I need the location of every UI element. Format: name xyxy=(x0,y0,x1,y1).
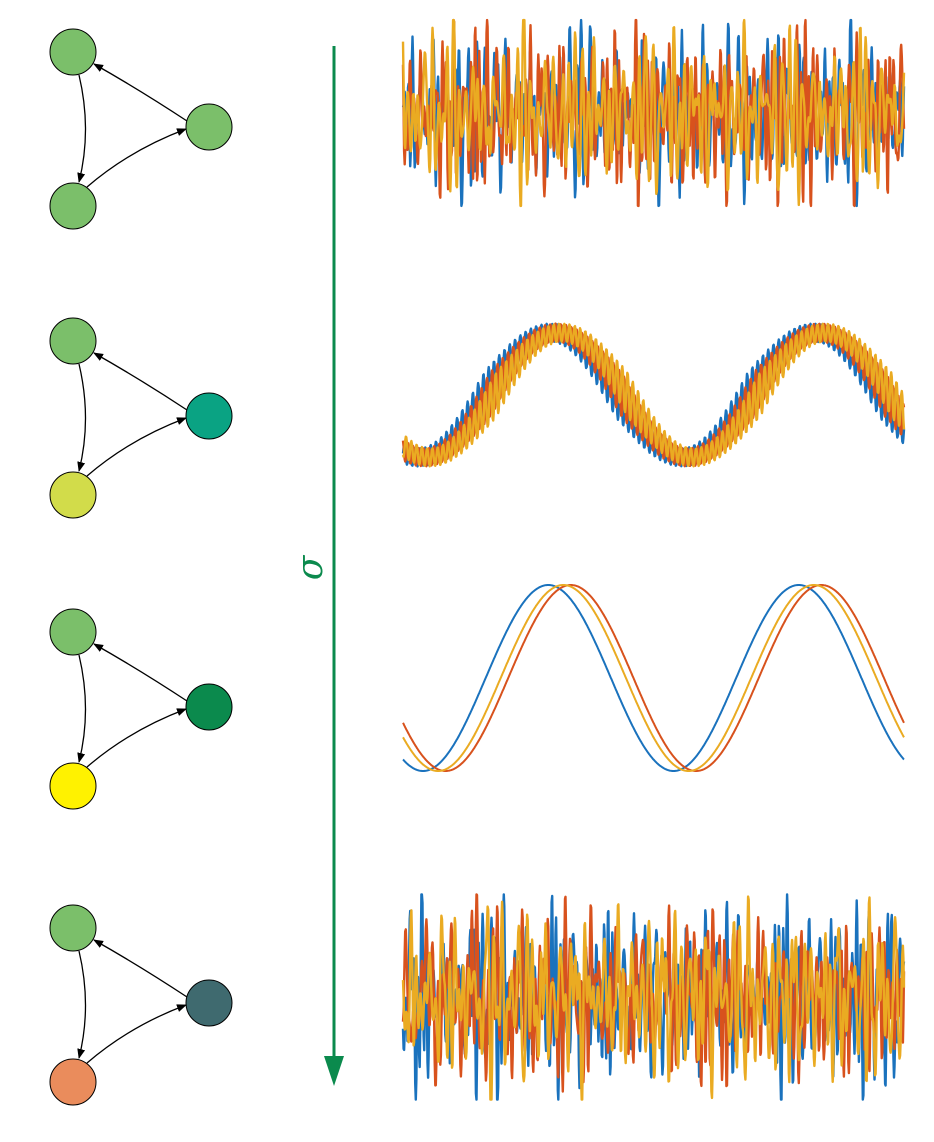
sigma-axis-label: σ xyxy=(290,554,331,580)
node-bottom xyxy=(49,182,97,230)
edge-right-to-top xyxy=(93,939,188,998)
node-top xyxy=(49,28,97,76)
node-right xyxy=(185,979,233,1027)
node-bottom xyxy=(49,471,97,519)
edge-bottom-to-right xyxy=(86,708,187,768)
signal-series-line xyxy=(401,893,906,1093)
network-diagrams xyxy=(49,28,233,1106)
network-diagram xyxy=(49,904,233,1106)
edge-right-to-top xyxy=(93,643,188,702)
node-bottom xyxy=(49,1058,97,1106)
edge-top-to-bottom xyxy=(77,950,87,1059)
signal-series-line xyxy=(401,18,906,208)
signal-series-line xyxy=(401,322,906,468)
signal-series-line xyxy=(401,18,906,208)
node-right xyxy=(185,392,233,440)
edge-right-to-top xyxy=(93,352,188,411)
node-bottom xyxy=(49,762,97,810)
edge-bottom-to-right xyxy=(86,128,187,188)
signal-series-line xyxy=(402,584,905,772)
node-right xyxy=(185,683,233,731)
time-series-plot xyxy=(402,584,905,772)
node-top xyxy=(49,317,97,365)
node-top xyxy=(49,904,97,952)
node-top xyxy=(49,608,97,656)
time-series-plot xyxy=(401,18,906,208)
network-diagram xyxy=(49,317,233,519)
edge-top-to-bottom xyxy=(77,363,87,472)
edge-right-to-top xyxy=(93,63,188,122)
edge-top-to-bottom xyxy=(77,74,87,183)
signal-series-line xyxy=(402,584,905,772)
signal-series-line xyxy=(402,584,905,772)
signal-series-line xyxy=(401,895,906,1101)
sigma-axis: σ xyxy=(290,46,344,1086)
edge-top-to-bottom xyxy=(77,654,87,763)
time-series-plot xyxy=(401,893,906,1101)
network-diagram xyxy=(49,28,233,230)
time-series-plots xyxy=(401,18,906,1101)
node-right xyxy=(185,103,233,151)
edge-bottom-to-right xyxy=(86,1004,187,1064)
network-diagram xyxy=(49,608,233,810)
time-series-plot xyxy=(401,322,906,468)
sigma-axis-arrowhead xyxy=(324,1056,344,1086)
edge-bottom-to-right xyxy=(86,417,187,477)
